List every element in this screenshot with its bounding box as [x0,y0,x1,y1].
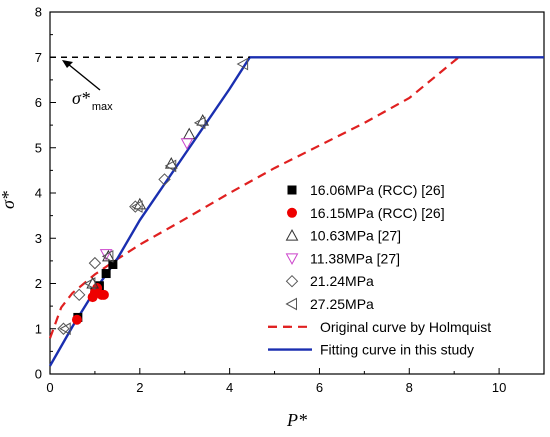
annotation-arrowhead [62,60,73,68]
x-tick-label: 0 [46,380,53,395]
y-tick-label: 2 [35,276,42,291]
legend-marker [285,253,299,265]
y-axis-ticks: 0 1 2 3 4 5 6 7 8 [35,5,56,382]
y-tick-label: 8 [35,5,42,20]
data-point [101,250,114,263]
data-point [88,256,102,270]
y-tick-label: 5 [35,140,42,155]
legend-marker [285,297,297,311]
data-point [101,269,111,279]
data-point [72,288,86,302]
sigma-max-symbol: σ* [72,88,90,108]
y-tick-label: 7 [35,50,42,65]
x-tick-label: 10 [492,380,506,395]
series-layer [48,56,544,367]
data-point [83,277,96,290]
x-tick-label: 4 [226,380,233,395]
data-point [102,249,115,262]
x-axis-title: P* [286,410,307,430]
data-point [71,314,82,325]
y-tick-label: 4 [35,186,42,201]
legend-label: 16.15MPa (RCC) [26] [310,205,445,221]
data-point [131,200,143,213]
data-point [108,259,118,269]
series-line [48,56,460,339]
x-tick-label: 2 [136,380,143,395]
legend-marker [287,207,297,218]
data-point [180,138,194,150]
legend-label: 10.63MPa [27] [310,228,401,244]
x-tick-label: 8 [406,380,413,395]
plot-area [49,11,545,375]
y-tick-label: 1 [35,321,42,336]
sigma-max-label: σ* max [72,88,113,113]
data-point [99,249,113,261]
legend-label: 11.38MPa [27] [310,250,400,266]
data-point [57,322,70,335]
legend-label: Fitting curve in this study [320,342,474,358]
data-point [193,116,206,130]
y-axis-title: σ* [0,191,18,209]
legend-label: 16.06MPa (RCC) [26] [310,182,445,198]
data-point [164,159,177,173]
y-tick-label: 3 [35,231,42,246]
legend-label: Original curve by Holmquist [320,319,491,335]
data-point [59,322,71,336]
annotation-arrow [67,63,101,91]
data-point [158,173,171,186]
legend-label: 21.24MPa [310,273,374,289]
sigma-max-subscript: max [92,101,113,113]
legend-marker [285,274,299,288]
data-point [98,289,109,300]
legend-label: 27.25MPa [310,296,374,312]
legend-marker [287,185,297,195]
data-point [236,57,249,71]
data-point [164,157,178,169]
data-point [129,200,142,213]
y-tick-label: 0 [35,367,42,382]
legend-marker [285,229,299,241]
x-tick-label: 6 [316,380,323,395]
y-tick-label: 6 [35,95,42,110]
legend: 16.06MPa (RCC) [26] 16.15MPa (RCC) [26] 10… [268,182,491,358]
x-axis-ticks: 0 2 4 6 8 10 [46,368,545,395]
